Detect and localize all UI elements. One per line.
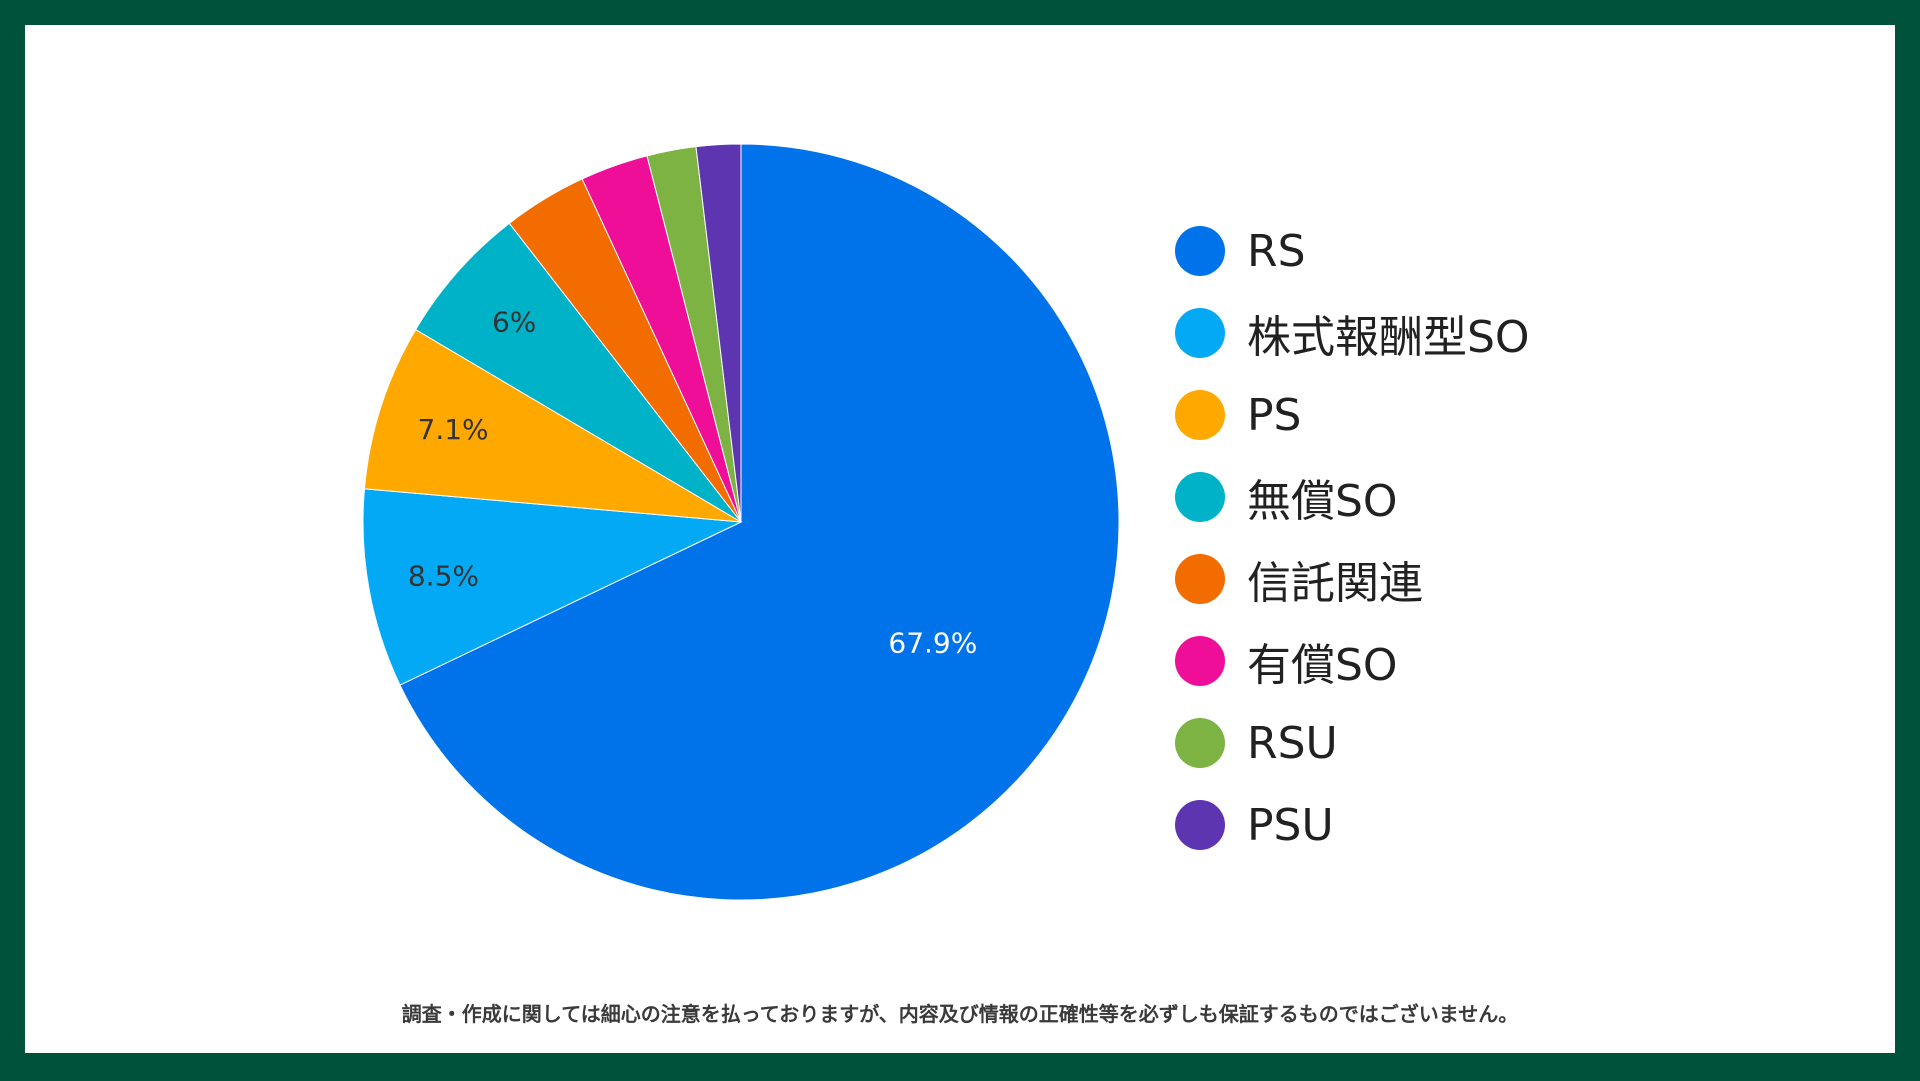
legend-swatch-5 (1175, 636, 1225, 686)
pie-chart: 67.9% 8.5% 7.1% 6% (362, 143, 1120, 901)
legend-label-7: PSU (1247, 799, 1334, 851)
legend-item-0: RS (1175, 210, 1530, 292)
disclaimer-text: 調査・作成に関しては細心の注意を払っておりますが、内容及び情報の正確性等を必ずし… (401, 1002, 1519, 1026)
legend-swatch-4 (1175, 554, 1225, 604)
legend-item-4: 信託関連 (1175, 538, 1530, 620)
pie-label-3: 6% (492, 306, 536, 339)
legend-label-2: PS (1247, 389, 1302, 441)
legend-swatch-7 (1175, 800, 1225, 850)
pie-slice-2 (363, 328, 742, 523)
pie-slice-0 (399, 143, 1120, 901)
legend-swatch-2 (1175, 390, 1225, 440)
legend-label-4: 信託関連 (1247, 558, 1423, 609)
legend-swatch-1 (1175, 308, 1225, 358)
pie-label-2: 7.1% (418, 413, 489, 446)
legend-swatch-0 (1175, 226, 1225, 276)
legend-label-5: 有償SO (1247, 640, 1398, 691)
pie-labels: 67.9% 8.5% 7.1% 6% (408, 306, 977, 660)
pie-label-1: 8.5% (408, 559, 479, 592)
legend-item-2: PS (1175, 374, 1530, 456)
legend-item-5: 有償SO (1175, 620, 1530, 702)
legend-swatch-6 (1175, 718, 1225, 768)
legend-swatch-3 (1175, 472, 1225, 522)
legend-label-6: RSU (1247, 717, 1338, 769)
legend: RS 株式報酬型SO PS 無償SO 信託関連有償SO RSU PSU (1175, 210, 1530, 866)
chart-frame: 67.9% 8.5% 7.1% 6% RS 株式報酬型SO PS 無償SO 信託関連 有償SO R… (25, 25, 1895, 1053)
pie-slice-1 (362, 488, 743, 686)
legend-item-1: 株式報酬型SO (1175, 292, 1530, 374)
legend-item-6: RSU (1175, 702, 1530, 784)
pie-label-0: 67.9% (888, 626, 977, 659)
legend-label-0: RS (1247, 225, 1306, 277)
pie-slice-3 (414, 222, 742, 523)
pie-slice-7 (695, 143, 742, 523)
legend-label-3: 無償SO (1247, 476, 1398, 527)
legend-item-7: PSU (1175, 784, 1530, 866)
pie-slices (362, 143, 1120, 901)
legend-label-1: 株式報酬型SO (1247, 312, 1530, 363)
legend-item-3: 無償SO (1175, 456, 1530, 538)
